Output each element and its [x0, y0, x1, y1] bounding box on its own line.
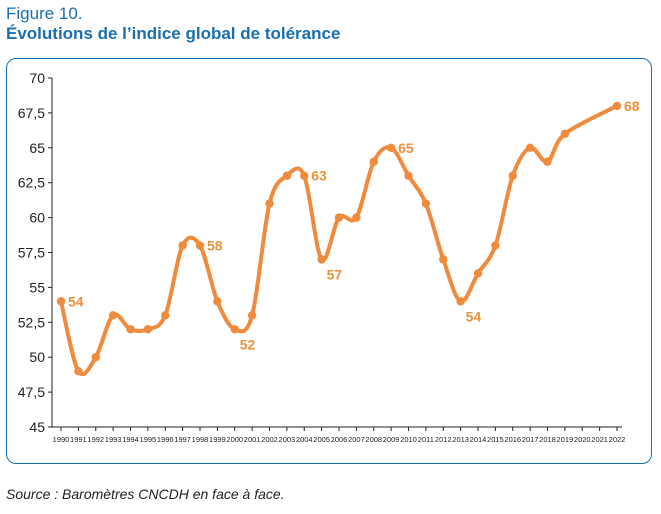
data-label: 58: [207, 238, 223, 254]
x-tick-label: 2005: [313, 435, 330, 444]
data-point: [612, 101, 622, 111]
data-point: [74, 366, 83, 376]
x-tick-label: 2013: [452, 435, 469, 444]
source-note: Source : Baromètres CNCDH en face à face…: [6, 486, 285, 502]
x-tick-label: 2015: [487, 435, 504, 444]
data-label: 54: [68, 293, 84, 309]
data-point: [334, 213, 344, 222]
data-point: [282, 171, 292, 180]
data-point: [213, 297, 222, 306]
data-point: [108, 311, 118, 320]
x-tick-label: 1994: [122, 435, 139, 444]
x-tick-label: 1995: [140, 435, 157, 444]
x-tick-label: 2003: [279, 435, 296, 444]
y-tick-label: 47,5: [18, 384, 45, 400]
x-tick-label: 2011: [418, 435, 434, 444]
data-point: [317, 255, 326, 264]
y-tick-label: 60: [29, 210, 45, 226]
data-point: [508, 171, 517, 180]
x-tick-label: 1998: [192, 435, 209, 444]
data-label: 63: [311, 168, 327, 184]
y-tick-label: 45: [29, 419, 45, 435]
x-tick-label: 2020: [574, 435, 591, 444]
y-tick-label: 67,5: [18, 105, 45, 121]
line-chart: 45 47,5 50 52,5 55 57,5 60 62,5 65 67,5 70 1990 1991…: [18, 70, 640, 444]
y-tick-label: 65: [29, 140, 45, 156]
x-tick-label: 2018: [539, 435, 556, 444]
data-point: [161, 311, 170, 320]
x-tick-label: 2002: [261, 435, 278, 444]
x-tick-label: 2021: [591, 435, 608, 444]
data-point: [386, 143, 396, 152]
x-tick-label: 2019: [557, 435, 574, 444]
x-tick-label: 1997: [174, 435, 191, 444]
data-point: [491, 241, 500, 250]
data-point: [421, 199, 431, 208]
data-point: [473, 269, 483, 278]
x-tick-label: 2000: [226, 435, 243, 444]
data-point: [525, 143, 535, 152]
y-tick-label: 70: [29, 70, 45, 86]
x-tick-label: 2014: [470, 435, 487, 444]
data-point: [178, 241, 187, 250]
x-tick-label: 2006: [331, 435, 348, 444]
data-label: 54: [466, 308, 482, 324]
data-label: 57: [327, 266, 343, 282]
x-tick-label: 2016: [504, 435, 521, 444]
x-tick-label: 1990: [53, 435, 70, 444]
figure-label: Figure 10.: [6, 4, 83, 23]
x-tick-label: 2007: [348, 435, 365, 444]
data-point: [195, 241, 205, 250]
data-point: [300, 171, 309, 180]
data-point: [560, 129, 570, 139]
data-point: [230, 325, 239, 334]
x-tick-label: 1992: [87, 435, 104, 444]
x-tick-label: 1996: [157, 435, 174, 444]
data-label: 52: [240, 336, 256, 352]
x-tick-label: 2008: [365, 435, 382, 444]
x-tick-label: 2001: [244, 435, 261, 444]
data-point: [404, 171, 413, 180]
y-tick-label: 55: [29, 279, 45, 295]
x-tick-label: 1993: [105, 435, 122, 444]
data-point: [543, 157, 552, 166]
data-point: [247, 311, 257, 320]
x-tick-label: 2010: [400, 435, 417, 444]
data-label: 65: [398, 140, 414, 156]
x-tick-label: 2009: [383, 435, 400, 444]
x-tick-label: 2004: [296, 435, 313, 444]
x-tick-label: 2012: [435, 435, 452, 444]
data-point: [56, 297, 66, 306]
data-label: 68: [624, 98, 640, 114]
figure-title: Évolutions de l’indice global de toléran…: [6, 24, 341, 43]
data-point: [456, 297, 465, 306]
data-point: [265, 199, 274, 208]
y-tick-label: 50: [29, 349, 45, 365]
data-point: [126, 325, 135, 334]
y-tick-label: 62,5: [18, 175, 45, 191]
chart-frame: [6, 58, 652, 464]
x-tick-label: 2017: [522, 435, 539, 444]
data-point: [439, 255, 448, 264]
data-point: [352, 213, 361, 222]
x-tick-label: 1999: [209, 435, 226, 444]
x-tick-label: 2022: [609, 435, 626, 444]
x-tick-label: 1991: [70, 435, 87, 444]
data-point: [91, 353, 100, 362]
y-tick-label: 52,5: [18, 314, 45, 330]
data-point: [369, 157, 378, 166]
data-point: [143, 325, 153, 334]
y-tick-label: 57,5: [18, 245, 45, 261]
